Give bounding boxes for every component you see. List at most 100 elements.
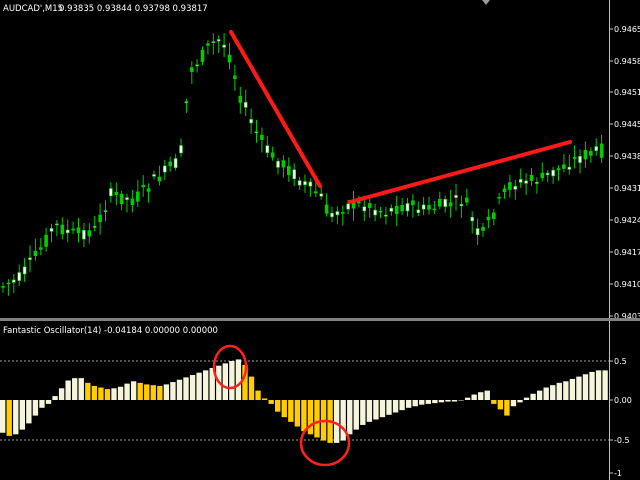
candle (211, 33, 216, 55)
oscillator-bar (301, 400, 307, 432)
candle (443, 195, 448, 213)
oscillator-panel[interactable]: Fantastic Oscillator(14) -0.04184 0.0000… (0, 321, 632, 480)
candle (464, 188, 469, 206)
candle (87, 223, 92, 244)
oscillator-bar (183, 377, 189, 400)
candle (130, 190, 135, 213)
candle (98, 203, 102, 235)
candle (157, 165, 162, 186)
oscillator-bar (281, 400, 287, 418)
candle (470, 211, 475, 234)
oscillator-bar (176, 379, 183, 400)
oscillator-bar (275, 400, 281, 412)
oscillator-bar (484, 390, 490, 400)
price-chart-panel[interactable]: AUDCAD',M15 0.93835 0.93844 0.93798 0.93… (0, 0, 640, 321)
oscillator-bar (432, 400, 438, 404)
candle (578, 149, 582, 174)
candle (109, 182, 113, 203)
oscillator-bar (314, 400, 320, 438)
candle (152, 170, 156, 180)
oscillator-bar (504, 400, 510, 416)
candle (562, 154, 566, 173)
candle (281, 155, 286, 178)
oscillator-bar (589, 371, 595, 400)
candle (594, 138, 599, 156)
candle (535, 177, 539, 194)
oscillator-trough-circle (299, 419, 351, 467)
oscillator-bar (333, 400, 340, 443)
candle (340, 205, 345, 226)
candle (367, 199, 372, 218)
candle (481, 223, 485, 237)
rise-trendline[interactable] (348, 140, 572, 204)
candle (524, 173, 528, 195)
oscillator-bar (445, 400, 451, 402)
candle (567, 154, 572, 175)
candle (400, 197, 404, 215)
candle (227, 43, 232, 70)
decline-trendline[interactable] (229, 30, 322, 188)
candle (599, 134, 604, 163)
candle (146, 183, 151, 203)
candle (82, 222, 86, 248)
oscillator-bar (556, 382, 562, 400)
candle (583, 141, 588, 168)
candle (448, 190, 453, 218)
candle (33, 238, 38, 261)
oscillator-bar (399, 400, 405, 411)
panel-separator[interactable] (0, 318, 640, 321)
candle (206, 40, 210, 55)
candle (216, 35, 221, 53)
candle (270, 146, 275, 161)
candle (421, 197, 426, 216)
candle (518, 168, 523, 188)
oscillator-bar (203, 370, 209, 400)
oscillator-bar (340, 400, 346, 441)
oscillator-bar (196, 372, 202, 400)
candle (303, 174, 307, 193)
candle (416, 201, 421, 217)
candlestick-series (1, 33, 604, 296)
oscillator-bar (130, 381, 137, 400)
oscillator-bar (438, 400, 445, 403)
oscillator-bar (497, 400, 504, 410)
candle (508, 174, 512, 198)
oscillator-bar (478, 392, 484, 400)
oscillator-bar (517, 400, 523, 403)
candle (540, 162, 545, 182)
candle (491, 209, 496, 226)
candle (6, 279, 11, 296)
candle (292, 163, 297, 186)
candle (308, 178, 313, 197)
oscillator-bar (576, 376, 582, 400)
oscillator-histogram (0, 359, 608, 443)
oscillator-bar (78, 378, 84, 400)
candle (297, 176, 302, 190)
oscillator-bar (458, 400, 464, 401)
candle (76, 218, 81, 243)
oscillator-bar (72, 378, 78, 400)
oscillator-peak-circle (212, 344, 248, 390)
candle (28, 245, 32, 273)
oscillator-bar (98, 387, 104, 400)
candle (60, 217, 65, 240)
candle (44, 227, 48, 252)
oscillator-bar (536, 390, 543, 400)
candle (486, 209, 491, 229)
oscillator-bar (268, 400, 274, 404)
oscillator-bar (157, 385, 163, 400)
oscillator-bar (510, 400, 517, 407)
candle (276, 157, 280, 175)
oscillator-bar (379, 400, 386, 418)
oscillator-bar (451, 400, 458, 402)
chart-shift-marker-icon[interactable] (482, 0, 490, 5)
candle (378, 207, 383, 219)
oscillator-bar (491, 400, 497, 404)
candle (384, 206, 388, 225)
candle (136, 180, 140, 207)
oscillator-bar (543, 387, 549, 400)
